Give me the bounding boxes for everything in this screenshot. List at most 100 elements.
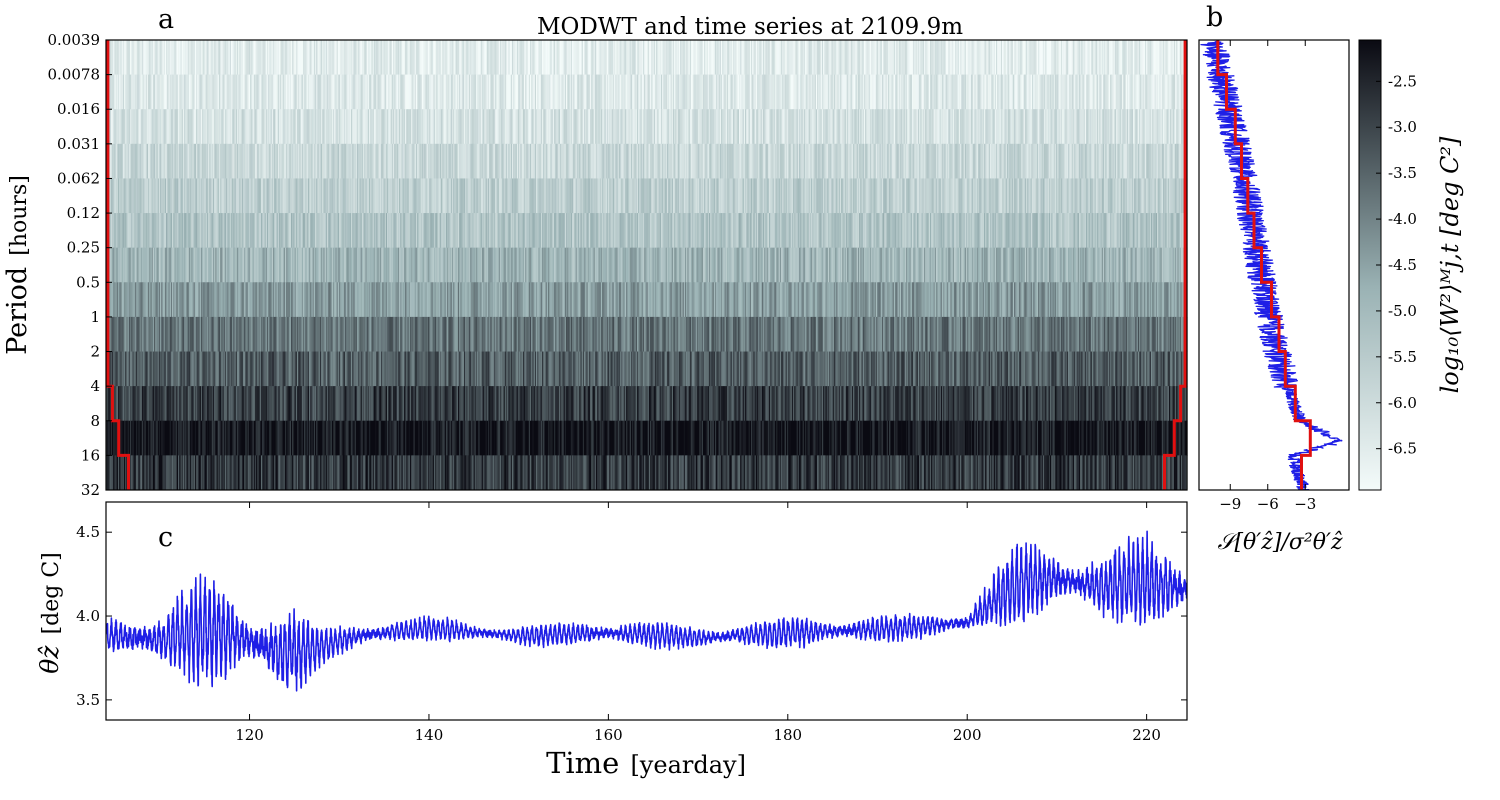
heatmap-cell [981,143,984,179]
heatmap-cell [800,74,803,110]
heatmap-cell [124,178,126,214]
heatmap-cell [731,178,734,214]
heatmap-cell [865,74,867,110]
heatmap-cell [664,74,667,110]
heatmap-cell [1071,40,1074,76]
heatmap-cell [550,213,553,249]
heatmap-cell [449,178,452,214]
heatmap-cell [835,178,837,214]
heatmap-cell [242,143,245,179]
heatmap-cell [212,40,215,76]
heatmap-cell [991,74,994,110]
heatmap-cell [1177,40,1180,76]
heatmap-cell [260,143,263,179]
heatmap-cell [763,40,765,76]
heatmap-cell [914,178,917,214]
heatmap-cell [409,213,412,249]
heatmap-cell [473,40,476,76]
heatmap-cell [611,40,614,76]
heatmap-cell [779,74,782,110]
heatmap-cell [507,143,509,179]
heatmap-cell [1063,143,1066,179]
heatmap-cell [985,40,988,76]
heatmap-cell [1000,40,1003,76]
heatmap-cell [716,40,718,76]
heatmap-cell [868,143,871,179]
heatmap-cell [897,40,900,76]
heatmap-cell [573,213,576,249]
heatmap-cell [784,178,787,214]
heatmap-cell [1122,109,1124,145]
heatmap-cell [696,40,699,76]
heatmap-cell [445,178,448,214]
heatmap-cell [647,178,650,214]
heatmap-cell [1052,40,1055,76]
heatmap-cell [1069,40,1072,76]
heatmap-cell [842,143,845,179]
heatmap-cell [120,109,123,145]
heatmap-cell [961,109,963,145]
heatmap-cell [615,109,618,145]
heatmap-cell [760,178,763,214]
heatmap-cell [357,143,359,179]
heatmap-cell [266,40,269,76]
heatmap-cell [536,178,538,214]
heatmap-cell [131,143,134,179]
heatmap-cell [705,143,708,179]
heatmap-cell [221,109,224,145]
heatmap-cell [246,178,249,214]
heatmap-cell [509,178,512,214]
heatmap-cell [118,109,120,145]
heatmap-cell [206,213,209,249]
heatmap-cell [262,178,264,214]
heatmap-cell [116,109,119,145]
heatmap-cell [208,40,210,76]
heatmap-cell [925,143,927,179]
heatmap-cell [334,109,337,145]
heatmap-cell [1112,178,1115,214]
heatmap-cell [1111,143,1114,179]
heatmap-cell [671,109,674,145]
heatmap-cell [940,178,943,214]
heatmap-cell [554,213,556,249]
heatmap-cell [766,143,769,179]
heatmap-cell [910,74,913,110]
heatmap-cell [495,74,497,110]
heatmap-cell [427,74,430,110]
heatmap-cell [385,143,388,179]
heatmap-cell [947,178,950,214]
heatmap-cell [1134,143,1136,179]
heatmap-cell [455,178,458,214]
heatmap-cell [845,109,848,145]
heatmap-cell [1142,40,1145,76]
heatmap-cell [940,40,943,76]
heatmap-cell [496,213,499,249]
heatmap-cell [790,109,793,145]
heatmap-cell [859,109,861,145]
heatmap-cell [134,178,137,214]
heatmap-cell [417,109,419,145]
heatmap-cell [504,40,507,76]
heatmap-cell [937,143,939,179]
heatmap-cell [184,178,186,214]
heatmap-cell [246,213,249,249]
heatmap-cell [182,74,185,110]
heatmap-cell [127,178,130,214]
heatmap-cell [1065,74,1068,110]
heatmap-cell [140,109,143,145]
heatmap-cell [390,143,393,179]
heatmap-cell [811,178,813,214]
heatmap-cell [985,178,988,214]
heatmap-cell [275,178,278,214]
heatmap-cell [994,178,997,214]
heatmap-cell [814,74,817,110]
heatmap-cell [1177,74,1180,110]
heatmap-cell [313,74,316,110]
heatmap-cell [450,143,453,179]
heatmap-cell [495,143,497,179]
heatmap-cell [813,178,816,214]
heatmap-cell [687,40,690,76]
heatmap-cell [421,143,424,179]
heatmap-cell [239,109,242,145]
heatmap-cell [548,109,550,145]
